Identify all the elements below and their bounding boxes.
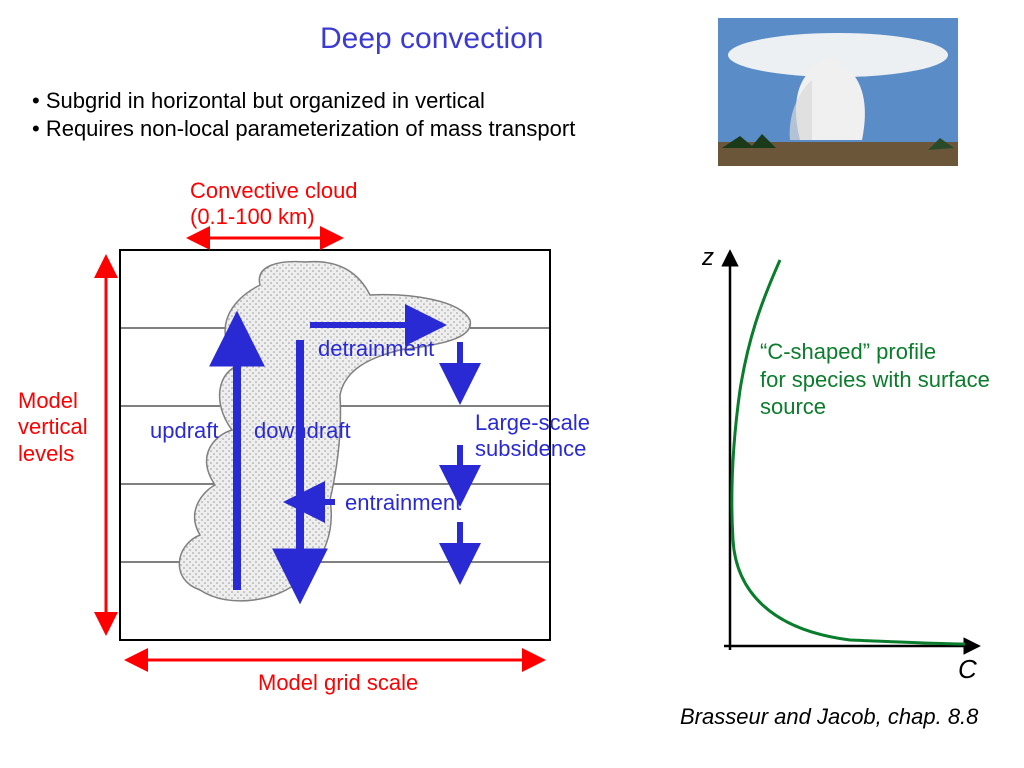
c-shaped-curve <box>732 260 965 644</box>
subsidence-l2: subsidence <box>475 436 586 461</box>
cshape-l1: “C-shaped” profile <box>760 339 936 364</box>
cloud-photo <box>718 18 958 166</box>
model-grid-scale-label: Model grid scale <box>258 670 418 696</box>
subsidence-label: Large-scale subsidence <box>475 410 590 463</box>
model-vertical-l3: levels <box>18 441 74 466</box>
z-axis-label: z <box>702 244 714 272</box>
subsidence-l1: Large-scale <box>475 410 590 435</box>
c-shaped-label: “C-shaped” profile for species with surf… <box>760 338 990 421</box>
updraft-label: updraft <box>150 418 219 444</box>
model-vertical-l1: Model <box>18 388 78 413</box>
citation: Brasseur and Jacob, chap. 8.8 <box>680 704 978 730</box>
cshape-l3: source <box>760 394 826 419</box>
detrainment-label: detrainment <box>318 336 434 362</box>
convective-cloud-l1: Convective cloud <box>190 178 358 203</box>
model-vertical-label: Model vertical levels <box>18 388 88 467</box>
cshape-l2: for species with surface <box>760 367 990 392</box>
convective-cloud-label: Convective cloud (0.1-100 km) <box>190 178 358 231</box>
entrainment-label: entrainment <box>345 490 461 516</box>
downdraft-label: downdraft <box>254 418 351 444</box>
model-vertical-l2: vertical <box>18 414 88 439</box>
convective-cloud-l2: (0.1-100 km) <box>190 204 315 229</box>
c-axis-label: C <box>958 654 977 685</box>
